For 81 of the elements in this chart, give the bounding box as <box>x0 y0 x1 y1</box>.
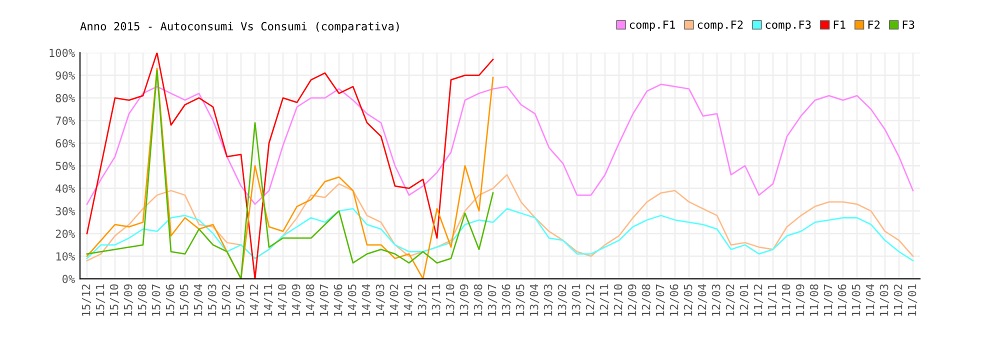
y-tick-label: 70% <box>56 116 75 125</box>
x-tick-label: 11/09 <box>796 284 806 316</box>
x-tick-label: 14/10 <box>278 284 288 316</box>
x-tick-label: 15/07 <box>152 284 162 316</box>
x-tick-label: 13/12 <box>418 284 428 316</box>
x-tick-label: 11/08 <box>810 284 820 316</box>
x-tick-label: 15/09 <box>124 284 134 316</box>
x-tick-label: 13/03 <box>544 284 554 316</box>
chart-title: Anno 2015 - Autoconsumi Vs Consumi (comparativa) <box>80 22 399 33</box>
x-tick-label: 13/11 <box>432 284 442 316</box>
legend-label: comp.F1 <box>630 20 675 32</box>
x-tick-label: 11/02 <box>894 284 904 316</box>
x-tick-label: 12/07 <box>656 284 666 316</box>
x-tick-label: 11/03 <box>880 284 890 316</box>
x-tick-label: 14/07 <box>320 284 330 316</box>
y-tick-label: 40% <box>56 184 75 193</box>
x-tick-label: 15/11 <box>96 284 106 316</box>
x-tick-label: 12/03 <box>712 284 722 316</box>
legend-label: F3 <box>902 20 914 29</box>
x-tick-label: 11/01 <box>908 284 918 316</box>
y-tick-label: 30% <box>56 206 75 216</box>
x-tick-label: 12/06 <box>670 284 680 316</box>
x-tick-label: 11/10 <box>782 284 792 316</box>
x-tick-label: 12/04 <box>698 284 708 316</box>
x-tick-label: 13/02 <box>558 284 568 316</box>
x-tick-label: 15/06 <box>166 284 176 316</box>
x-tick-label: 14/03 <box>376 284 386 316</box>
y-tick-label: 60% <box>56 139 75 148</box>
y-tick-label: 10% <box>56 252 75 261</box>
x-tick-label: 15/02 <box>222 284 232 316</box>
x-tick-label: 13/10 <box>446 284 456 316</box>
x-tick-label: 14/05 <box>348 284 358 316</box>
x-tick-label: 15/01 <box>236 284 246 316</box>
x-tick-label: 15/03 <box>208 284 218 316</box>
x-tick-label: 14/11 <box>264 284 274 316</box>
legend-label: comp.F3 <box>766 20 811 32</box>
y-tick-label: 20% <box>56 230 75 238</box>
x-tick-label: 12/08 <box>642 284 652 316</box>
x-tick-label: 14/04 <box>362 284 372 316</box>
x-tick-label: 14/09 <box>292 284 302 316</box>
legend-label: comp.F2 <box>698 20 743 32</box>
x-tick-label: 11/12 <box>754 284 764 316</box>
x-tick-label: 12/01 <box>740 284 750 316</box>
x-tick-label: 13/07 <box>488 284 498 316</box>
x-tick-label: 13/04 <box>530 284 540 316</box>
x-tick-label: 15/12 <box>82 284 92 316</box>
y-tick-label: 90% <box>56 71 75 80</box>
x-tick-label: 12/10 <box>614 284 624 316</box>
x-tick-label: 15/05 <box>180 284 190 316</box>
legend-label: F2 <box>868 20 880 29</box>
x-tick-label: 11/06 <box>838 284 848 316</box>
x-tick-label: 13/05 <box>516 284 526 316</box>
x-tick-label: 13/06 <box>502 284 512 316</box>
x-tick-label: 15/04 <box>194 284 204 316</box>
x-tick-label: 14/12 <box>250 284 260 316</box>
y-tick-label: 80% <box>56 94 75 102</box>
line-series <box>86 174 914 262</box>
legend-label: F1 <box>834 20 846 29</box>
x-tick-label: 14/06 <box>334 284 344 316</box>
x-tick-label: 11/05 <box>852 284 862 316</box>
x-tick-label: 12/05 <box>684 284 694 316</box>
line-series <box>86 208 914 262</box>
x-tick-label: 13/01 <box>572 284 582 316</box>
x-tick-label: 11/11 <box>768 284 778 316</box>
y-tick-label: 0% <box>62 274 75 284</box>
x-tick-label: 12/09 <box>628 284 638 316</box>
x-tick-label: 11/04 <box>866 284 876 316</box>
x-tick-label: 12/02 <box>726 284 736 316</box>
x-tick-label: 11/07 <box>824 284 834 316</box>
x-tick-label: 14/08 <box>306 284 316 316</box>
x-tick-label: 12/11 <box>600 284 610 316</box>
x-tick-label: 15/10 <box>110 284 120 316</box>
y-tick-label: 50% <box>56 162 75 170</box>
x-tick-label: 15/08 <box>138 284 148 316</box>
x-tick-label: 12/12 <box>586 284 596 316</box>
x-tick-label: 13/09 <box>460 284 470 316</box>
x-tick-label: 14/02 <box>390 284 400 316</box>
x-tick-label: 14/01 <box>404 284 414 316</box>
y-tick-label: 100% <box>50 48 75 58</box>
x-tick-label: 13/08 <box>474 284 484 316</box>
line-series <box>86 84 914 205</box>
